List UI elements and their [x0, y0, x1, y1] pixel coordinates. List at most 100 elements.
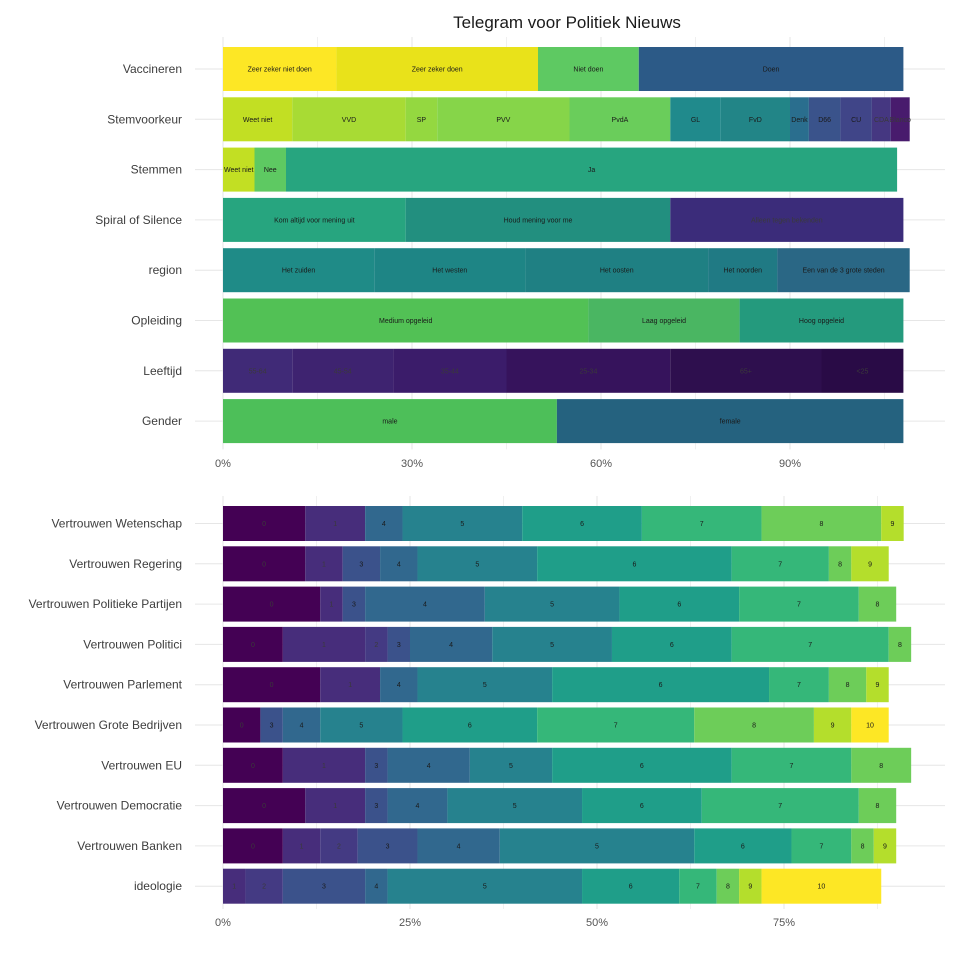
segment-label: D66: [818, 117, 831, 124]
segment-label: 0: [262, 561, 266, 568]
bar-segment: [858, 788, 897, 824]
bar-segment: [342, 546, 381, 582]
bar-segment: [223, 147, 255, 192]
segment-label: 0: [262, 521, 266, 528]
chart-title: Telegram voor Politiek Nieuws: [453, 13, 681, 32]
bar-segment: [761, 506, 882, 541]
bar-segment: [720, 97, 790, 142]
segment-label: Een van de 3 grote steden: [802, 268, 884, 275]
segment-label: Zeer zeker niet doen: [248, 67, 312, 74]
segment-label: 10: [866, 723, 874, 730]
bar-segment: [525, 248, 709, 293]
bar-segment: [552, 747, 732, 783]
bar-segment: [890, 97, 910, 142]
segment-label: 0: [251, 642, 255, 649]
bar-segment: [282, 868, 366, 904]
bar-segment: [506, 348, 671, 393]
segment-label: Het zuiden: [282, 268, 316, 275]
segment-label: 7: [790, 763, 794, 770]
bottom-panel: 0% 25% 50% 75% Vertrouwen Wetenschap 0 1 4 5 6 7 8 9…: [29, 496, 945, 929]
segment-label: 65+: [740, 368, 752, 375]
bar-segment: [320, 586, 343, 622]
bar-segment: [417, 546, 538, 582]
segment-label: 5: [483, 884, 487, 891]
bar-segment: [365, 788, 388, 824]
segment-label: 7: [696, 884, 700, 891]
bar-segment: [405, 197, 671, 242]
bar-segment: [679, 868, 717, 904]
segment-label: 55-64: [249, 368, 267, 375]
segment-label: 1: [348, 682, 352, 689]
segment-label: PvdA: [612, 117, 629, 124]
y-category-label: Vertrouwen Politieke Partijen: [29, 597, 182, 611]
bar-segment: [405, 97, 438, 142]
segment-label: male: [382, 419, 397, 426]
segment-label: 7: [700, 521, 704, 528]
bar-segment: [292, 97, 406, 142]
segment-label: <25: [857, 368, 869, 375]
segment-label: 8: [879, 763, 883, 770]
segment-label: 0: [251, 763, 255, 770]
segment-label: 1: [232, 884, 236, 891]
segment-label: Niet doen: [573, 67, 603, 74]
bar-segment: [387, 788, 448, 824]
bar-segment: [282, 707, 321, 743]
segment-label: Medium opgeleid: [379, 318, 432, 325]
segment-label: Doen: [763, 67, 780, 74]
segment-label: 7: [778, 561, 782, 568]
bar-segment: [305, 788, 366, 824]
bar-segment: [716, 868, 740, 904]
segment-label: 35-44: [441, 368, 459, 375]
bar-segment: [619, 586, 740, 622]
bar-segment: [380, 546, 418, 582]
segment-label: 3: [322, 884, 326, 891]
segment-label: 5: [359, 723, 363, 730]
bar-segment: [387, 747, 470, 783]
bar-segment: [374, 248, 526, 293]
segment-label: 8: [752, 723, 756, 730]
bar-segment: [670, 348, 822, 393]
bar-segment: [223, 506, 306, 541]
segment-label: female: [720, 419, 741, 426]
segment-label: 8: [876, 602, 880, 609]
bar-segment: [292, 348, 394, 393]
segment-label: 6: [629, 884, 633, 891]
segment-label: 0: [270, 602, 274, 609]
segment-label: 5: [550, 642, 554, 649]
segment-label: 1: [333, 521, 337, 528]
y-category-label: region: [149, 263, 182, 277]
bar-segment: [858, 586, 897, 622]
bar-segment: [223, 348, 293, 393]
segment-label: 9: [748, 884, 752, 891]
bar-segment: [881, 506, 904, 541]
bar-segment: [320, 707, 403, 743]
segment-label: Hoog opgeleid: [799, 318, 844, 325]
segment-label: 7: [778, 803, 782, 810]
segment-label: 3: [374, 763, 378, 770]
segment-label: 1: [330, 602, 334, 609]
bar-segment: [393, 348, 507, 393]
segment-label: 3: [397, 642, 401, 649]
bar-segment: [380, 667, 418, 703]
segment-label: 8: [838, 561, 842, 568]
bar-segment: [538, 47, 639, 91]
segment-label: 2: [374, 642, 378, 649]
segment-label: Kom altijd voor mening uit: [274, 217, 355, 224]
segment-label: 1: [322, 642, 326, 649]
bar-segment: [410, 626, 493, 662]
bar-segment: [223, 586, 321, 622]
bar-segment: [670, 97, 721, 142]
y-category-label: Vertrouwen Politici: [83, 637, 182, 651]
bar-segment: [365, 626, 388, 662]
segment-label: CDA: [874, 117, 889, 124]
segment-label: 6: [677, 602, 681, 609]
segment-label: 0: [251, 843, 255, 850]
segment-label: 1: [322, 561, 326, 568]
bar-segment: [821, 348, 904, 393]
segment-label: 4: [423, 602, 427, 609]
segment-label: 3: [374, 803, 378, 810]
bar-segment: [402, 707, 538, 743]
bar-segment: [336, 47, 538, 91]
segment-label: 5: [460, 521, 464, 528]
